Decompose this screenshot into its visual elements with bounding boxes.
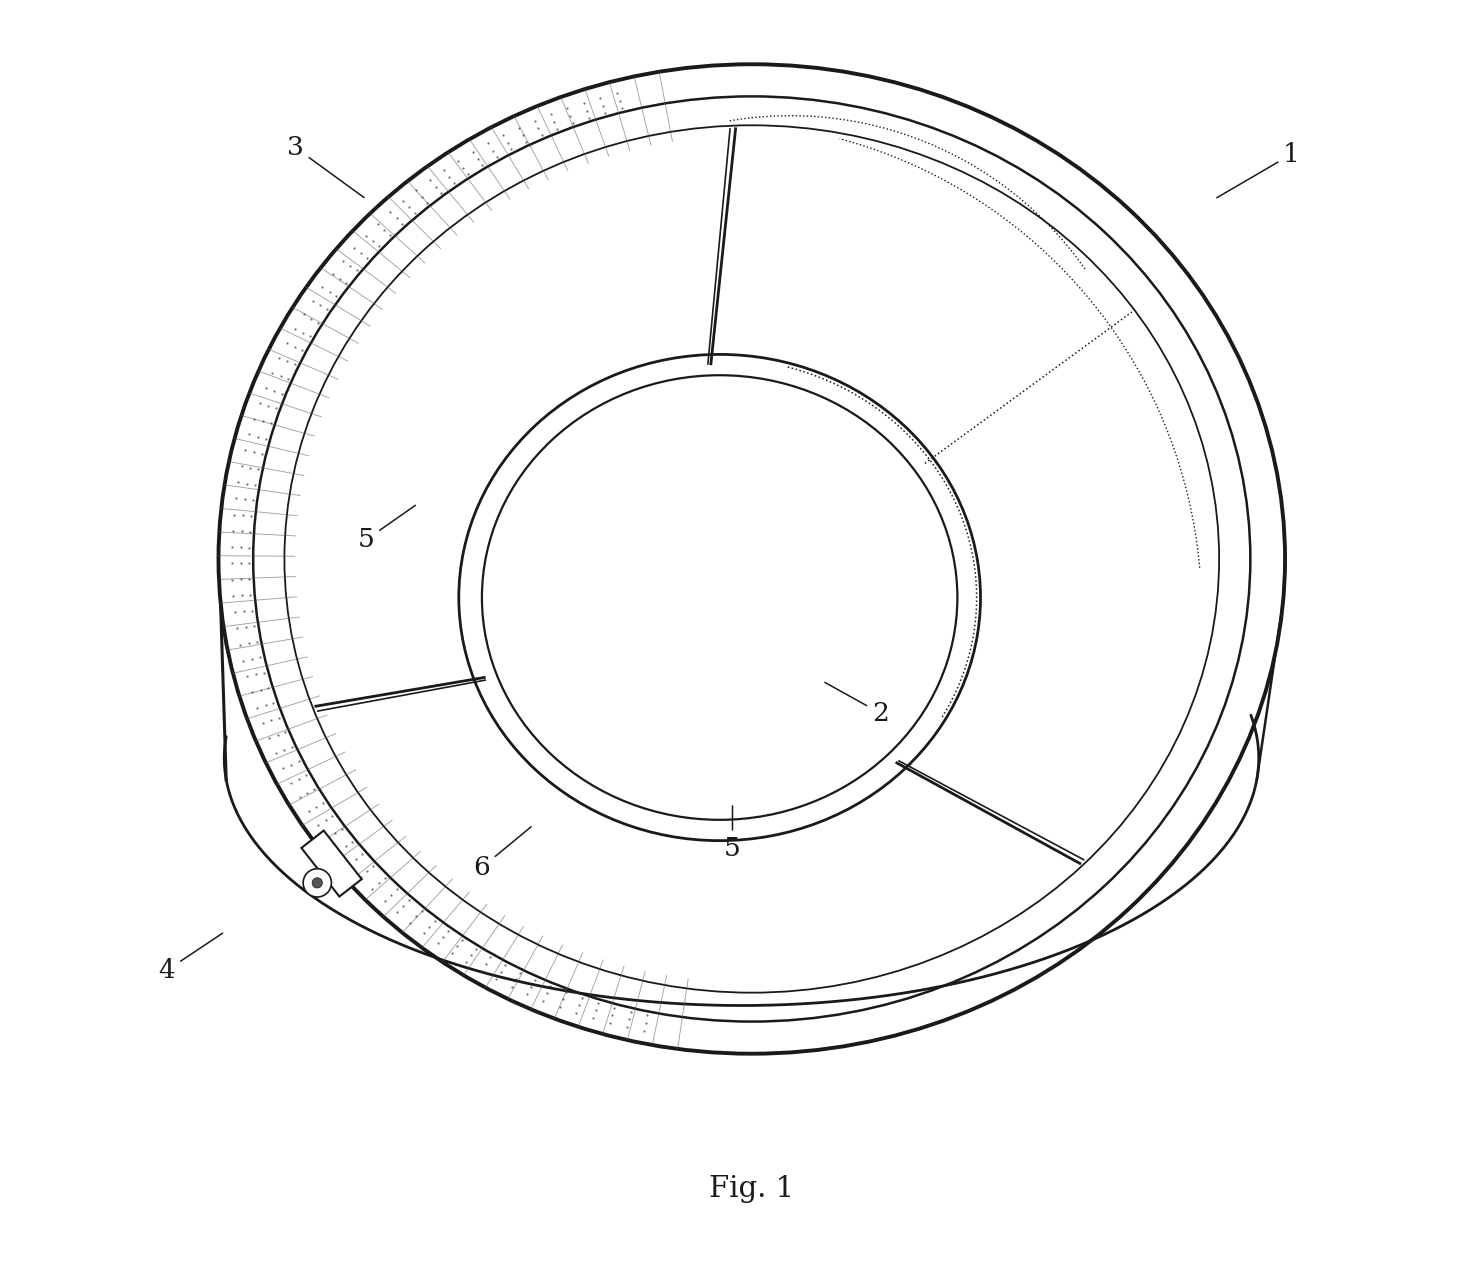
Text: 6: 6 [473,826,532,880]
Text: 3: 3 [287,135,363,198]
Circle shape [303,869,331,897]
Text: 5: 5 [724,806,741,861]
Polygon shape [302,830,362,897]
Text: Fig. 1: Fig. 1 [709,1174,794,1203]
Text: 5: 5 [357,505,416,553]
Text: 2: 2 [825,682,889,726]
Text: 4: 4 [158,933,223,983]
Text: 1: 1 [1217,141,1299,198]
Circle shape [312,878,322,888]
